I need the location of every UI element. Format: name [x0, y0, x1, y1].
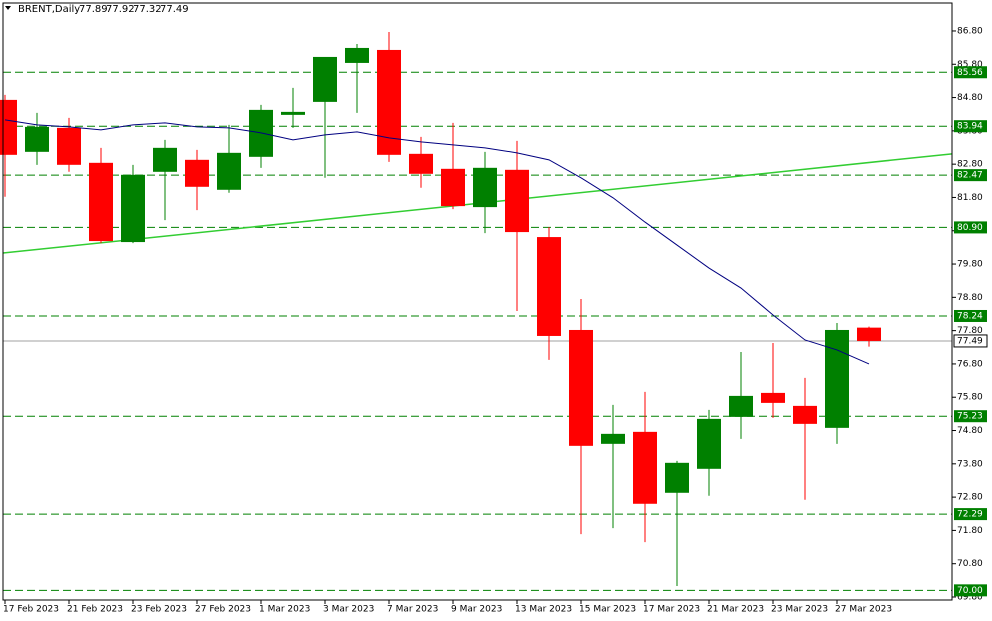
candle-body	[729, 395, 753, 417]
x-tick-label: 21 Feb 2023	[67, 605, 123, 615]
symbol: BRENT,Daily	[18, 4, 80, 15]
x-tick-label: 13 Mar 2023	[515, 605, 572, 615]
candle-body	[89, 162, 113, 242]
level-label-box	[954, 410, 987, 423]
candle-body	[345, 47, 369, 63]
candle-body	[441, 168, 465, 207]
y-tick-label: 76.80	[957, 359, 983, 369]
level-label-box	[954, 508, 987, 521]
y-tick-label: 79.80	[957, 260, 983, 270]
level-label: 72.29	[957, 510, 983, 520]
candle-body	[505, 169, 529, 233]
level-label-box	[954, 584, 987, 597]
y-tick-label: 75.80	[957, 393, 983, 403]
y-tick-label: 81.80	[957, 193, 983, 203]
x-tick-label: 9 Mar 2023	[451, 605, 502, 615]
header-close: 77.49	[160, 4, 189, 15]
x-tick-label: 3 Mar 2023	[323, 605, 374, 615]
x-tick-label: 17 Mar 2023	[643, 605, 700, 615]
y-tick-label: 74.80	[957, 426, 983, 436]
level-label: 70.00	[957, 586, 983, 596]
y-tick-label: 73.80	[957, 459, 983, 469]
candle-body	[761, 392, 785, 403]
candle-body	[0, 99, 17, 155]
candle-body	[601, 433, 625, 444]
y-tick-label: 82.80	[957, 160, 983, 170]
plot-frame	[2, 2, 953, 601]
candle-body	[793, 405, 817, 424]
y-tick-label: 69.80	[957, 593, 983, 603]
menu-triangle	[5, 6, 11, 10]
candle-body	[473, 167, 497, 208]
y-tick-label: 72.80	[957, 493, 983, 503]
level-label: 80.90	[957, 223, 983, 233]
header-low: 77.32	[133, 4, 162, 15]
x-tick-label: 23 Feb 2023	[131, 605, 187, 615]
candle-body	[25, 126, 49, 152]
candle-body	[409, 153, 433, 174]
level-label: 78.24	[957, 311, 983, 321]
x-tick-label: 1 Mar 2023	[259, 605, 310, 615]
y-tick-label: 85.80	[957, 60, 983, 70]
y-tick-label: 77.80	[957, 326, 983, 336]
x-tick-label: 15 Mar 2023	[579, 605, 636, 615]
candle-body	[697, 418, 721, 469]
x-tick-label: 17 Feb 2023	[3, 605, 59, 615]
x-tick-label: 27 Feb 2023	[195, 605, 251, 615]
candle-body	[537, 237, 561, 336]
level-label: 83.94	[957, 122, 983, 132]
candle-body	[153, 147, 177, 172]
level-label: 85.56	[957, 68, 983, 78]
price-label: 77.49	[957, 336, 983, 346]
candle-body	[857, 327, 881, 341]
candle-body	[665, 462, 689, 493]
x-tick-label: 23 Mar 2023	[771, 605, 828, 615]
level-label-box	[954, 66, 987, 79]
moving-average	[4, 119, 870, 365]
candle-body	[825, 329, 849, 428]
header-high: 77.92	[106, 4, 135, 15]
y-tick-label: 71.80	[957, 526, 983, 536]
level-label-box	[954, 120, 987, 133]
x-tick-label: 7 Mar 2023	[387, 605, 438, 615]
candle-body	[633, 431, 657, 504]
candle-body	[281, 111, 305, 115]
y-tick-label: 70.80	[957, 559, 983, 569]
level-label-box	[954, 309, 987, 322]
candle-body	[57, 127, 81, 165]
level-label: 82.47	[957, 171, 983, 181]
y-tick-label: 84.80	[957, 93, 983, 103]
price-label-box	[953, 334, 988, 348]
candle-body	[217, 152, 241, 190]
y-tick-label: 78.80	[957, 293, 983, 303]
level-label: 75.23	[957, 412, 983, 422]
candle-body	[185, 159, 209, 187]
candle-body	[313, 56, 337, 102]
candle-body	[121, 174, 145, 243]
header-open: 77.89	[79, 4, 108, 15]
y-tick-label: 86.80	[957, 26, 983, 36]
x-tick-label: 21 Mar 2023	[707, 605, 764, 615]
x-tick-label: 27 Mar 2023	[835, 605, 892, 615]
candle-body	[569, 329, 593, 446]
level-label-box	[954, 221, 987, 234]
level-label-box	[954, 169, 987, 182]
